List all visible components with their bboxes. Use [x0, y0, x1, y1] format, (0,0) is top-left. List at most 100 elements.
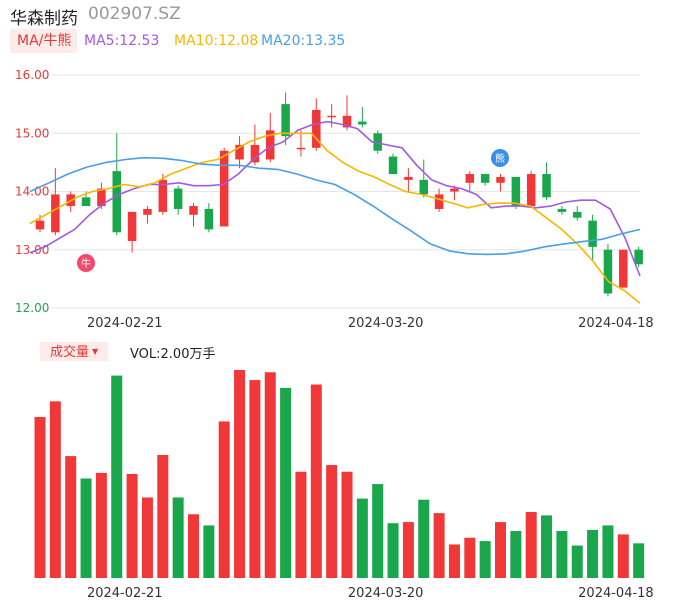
volume-bar[interactable]	[326, 465, 338, 578]
candle[interactable]	[480, 174, 490, 186]
candle-body	[219, 150, 229, 227]
candle[interactable]	[173, 185, 183, 215]
volume-indicator-button[interactable]: 成交量 ▼	[40, 342, 109, 361]
candle[interactable]	[327, 104, 336, 128]
volume-bar[interactable]	[356, 498, 368, 578]
volume-bar[interactable]	[218, 421, 230, 578]
candle[interactable]	[404, 168, 413, 192]
candle[interactable]	[127, 211, 137, 253]
candle[interactable]	[634, 246, 643, 268]
volume-bar[interactable]	[402, 522, 414, 578]
volume-bar[interactable]	[633, 543, 645, 578]
candle[interactable]	[388, 153, 398, 175]
date-tick-label: 2024-02-21	[87, 316, 163, 331]
ma-indicator-button[interactable]: MA/牛熊	[10, 29, 78, 53]
volume-bar[interactable]	[587, 529, 599, 578]
bear-signal-icon[interactable]: 熊	[491, 149, 509, 167]
candle-body	[373, 133, 382, 151]
volume-bar[interactable]	[510, 531, 522, 578]
candle[interactable]	[573, 206, 582, 221]
ma5-legend: MA5:12.53	[84, 33, 160, 49]
volume-bar[interactable]	[341, 471, 353, 578]
date-tick-label: 2024-04-18	[578, 316, 654, 331]
volume-bar[interactable]	[249, 380, 261, 578]
volume-bar[interactable]	[141, 497, 153, 578]
caret-down-icon: ▼	[92, 347, 99, 356]
candle-body	[250, 144, 260, 163]
candle[interactable]	[296, 130, 306, 157]
volume-bar[interactable]	[264, 372, 276, 578]
volume-bar[interactable]	[387, 523, 399, 578]
candle[interactable]	[342, 95, 352, 131]
candle[interactable]	[557, 206, 567, 215]
volume-bar[interactable]	[188, 514, 199, 578]
bull-signal-icon[interactable]: 牛	[77, 254, 95, 272]
candle[interactable]	[419, 159, 429, 198]
candle[interactable]	[358, 107, 367, 128]
volume-bar[interactable]	[34, 416, 46, 578]
candle-body	[204, 208, 214, 230]
volume-bar[interactable]	[310, 384, 322, 578]
candle[interactable]	[158, 174, 168, 215]
candle-body	[235, 144, 244, 160]
volume-bar[interactable]	[464, 537, 476, 578]
candle-body	[619, 249, 628, 288]
candle[interactable]	[603, 243, 613, 297]
candle[interactable]	[588, 214, 597, 262]
volume-bar[interactable]	[556, 531, 568, 578]
candle-body	[557, 208, 567, 212]
candle[interactable]	[266, 112, 275, 163]
candle-body	[496, 176, 505, 183]
price-grid	[52, 74, 640, 309]
volume-bar[interactable]	[234, 370, 246, 578]
volume-bar[interactable]	[49, 401, 61, 578]
candle[interactable]	[496, 174, 505, 192]
volume-bar[interactable]	[111, 375, 123, 578]
volume-bar[interactable]	[541, 515, 553, 578]
volume-bar[interactable]	[280, 387, 292, 578]
candle-body	[573, 211, 582, 218]
volume-bar[interactable]	[80, 478, 92, 578]
volume-bar[interactable]	[448, 544, 460, 578]
candle-body	[603, 249, 613, 294]
candle[interactable]	[204, 203, 214, 233]
volume-bar[interactable]	[418, 499, 430, 578]
volume-bar[interactable]	[203, 525, 215, 578]
volume-bar[interactable]	[65, 456, 77, 578]
candle[interactable]	[434, 188, 444, 212]
volume-bar[interactable]	[433, 513, 445, 578]
date-tick-label: 2024-04-18	[578, 586, 654, 601]
candle[interactable]	[219, 147, 229, 227]
volume-bar[interactable]	[602, 525, 614, 578]
candle[interactable]	[189, 203, 198, 227]
volume-bar[interactable]	[571, 545, 583, 578]
candle[interactable]	[450, 185, 459, 201]
volume-bar[interactable]	[525, 512, 537, 578]
volume-bar[interactable]	[617, 534, 629, 578]
candle-body	[480, 174, 490, 183]
candle[interactable]	[112, 133, 122, 236]
candle[interactable]	[465, 171, 475, 192]
candle-body	[327, 115, 336, 118]
candle[interactable]	[619, 249, 628, 288]
date-tick-label: 2024-03-20	[348, 316, 424, 331]
candle[interactable]	[542, 162, 551, 201]
volume-bar[interactable]	[126, 474, 138, 578]
volume-bar[interactable]	[495, 522, 506, 578]
volume-bar[interactable]	[479, 541, 491, 578]
candle[interactable]	[526, 171, 536, 207]
volume-bar[interactable]	[372, 484, 384, 578]
volume-label: 成交量	[50, 345, 90, 360]
price-tick-label: 12.00	[15, 301, 49, 315]
candle[interactable]	[143, 206, 152, 224]
candle[interactable]	[235, 136, 244, 169]
volume-bar[interactable]	[157, 454, 169, 578]
candle[interactable]	[373, 130, 382, 154]
stock-code: 002907.SZ	[88, 4, 181, 24]
candle[interactable]	[281, 92, 290, 145]
volume-bar[interactable]	[295, 471, 307, 578]
volume-bar[interactable]	[172, 497, 184, 578]
date-axis-top: 2024-02-21 2024-03-20 2024-04-18	[87, 316, 654, 331]
volume-bar[interactable]	[95, 472, 107, 578]
